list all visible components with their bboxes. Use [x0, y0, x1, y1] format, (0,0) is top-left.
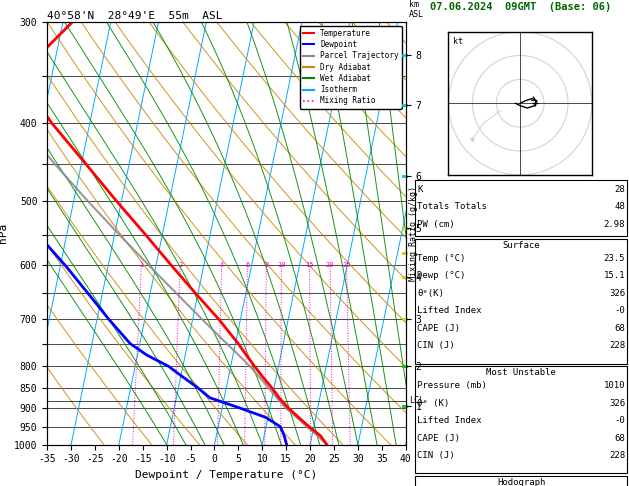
- Text: 15: 15: [305, 262, 314, 268]
- Text: Lifted Index: Lifted Index: [417, 307, 482, 315]
- Text: 28: 28: [615, 185, 625, 194]
- Text: θᵉ (K): θᵉ (K): [417, 399, 449, 408]
- Text: Totals Totals: Totals Totals: [417, 202, 487, 211]
- Text: 6: 6: [245, 262, 250, 268]
- Text: Temp (°C): Temp (°C): [417, 254, 465, 263]
- Text: CIN (J): CIN (J): [417, 342, 455, 350]
- Text: K: K: [417, 185, 423, 194]
- Text: 4: 4: [220, 262, 224, 268]
- Text: Most Unstable: Most Unstable: [486, 368, 556, 378]
- Text: 1: 1: [139, 262, 143, 268]
- Text: 07.06.2024  09GMT  (Base: 06): 07.06.2024 09GMT (Base: 06): [430, 2, 611, 13]
- Text: Pressure (mb): Pressure (mb): [417, 382, 487, 390]
- Text: Lifted Index: Lifted Index: [417, 417, 482, 425]
- Text: CAPE (J): CAPE (J): [417, 434, 460, 443]
- Text: 228: 228: [609, 451, 625, 460]
- Text: -0: -0: [615, 417, 625, 425]
- Text: 20: 20: [326, 262, 335, 268]
- Text: LCL: LCL: [409, 396, 425, 405]
- Text: 2.98: 2.98: [604, 220, 625, 229]
- Text: 10: 10: [277, 262, 286, 268]
- Text: 23.5: 23.5: [604, 254, 625, 263]
- Text: -0: -0: [615, 307, 625, 315]
- Text: 326: 326: [609, 289, 625, 298]
- Text: 68: 68: [615, 434, 625, 443]
- Text: Dewp (°C): Dewp (°C): [417, 272, 465, 280]
- Text: CIN (J): CIN (J): [417, 451, 455, 460]
- Text: 68: 68: [615, 324, 625, 333]
- X-axis label: Dewpoint / Temperature (°C): Dewpoint / Temperature (°C): [135, 470, 318, 480]
- Text: 40°58'N  28°49'E  55m  ASL: 40°58'N 28°49'E 55m ASL: [47, 11, 223, 21]
- Text: θᵉ(K): θᵉ(K): [417, 289, 444, 298]
- Text: kt: kt: [454, 36, 464, 46]
- Text: 1010: 1010: [604, 382, 625, 390]
- Text: km
ASL: km ASL: [409, 0, 424, 19]
- Text: Hodograph: Hodograph: [497, 478, 545, 486]
- Text: 25: 25: [342, 262, 351, 268]
- Legend: Temperature, Dewpoint, Parcel Trajectory, Dry Adiabat, Wet Adiabat, Isotherm, Mi: Temperature, Dewpoint, Parcel Trajectory…: [299, 26, 402, 108]
- Y-axis label: hPa: hPa: [0, 223, 8, 243]
- Text: 2: 2: [178, 262, 182, 268]
- Text: 326: 326: [609, 399, 625, 408]
- Text: 15.1: 15.1: [604, 272, 625, 280]
- Text: PW (cm): PW (cm): [417, 220, 455, 229]
- Text: Surface: Surface: [503, 241, 540, 250]
- Text: Mixing Ratio (g/kg): Mixing Ratio (g/kg): [409, 186, 418, 281]
- Text: CAPE (J): CAPE (J): [417, 324, 460, 333]
- Text: 48: 48: [615, 202, 625, 211]
- Text: 228: 228: [609, 342, 625, 350]
- Text: 8: 8: [264, 262, 269, 268]
